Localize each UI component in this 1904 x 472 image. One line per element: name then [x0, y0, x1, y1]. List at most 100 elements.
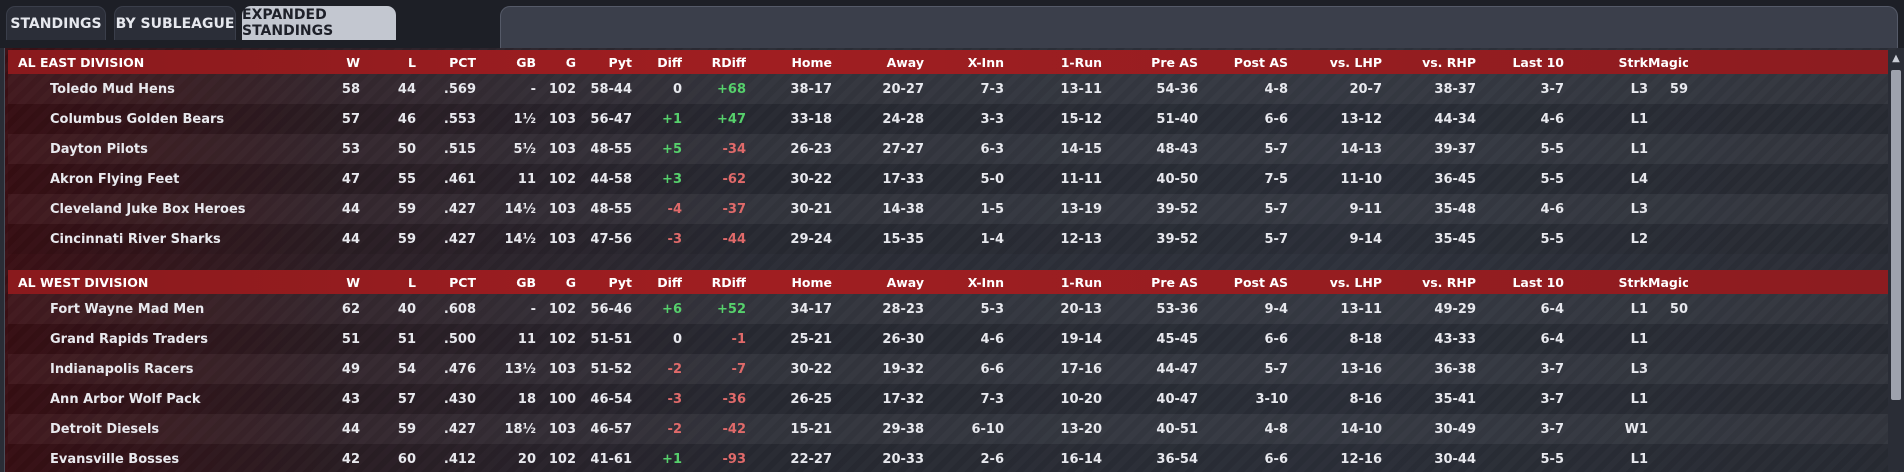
table-row[interactable]: Ann Arbor Wolf Pack 43 57 .430 18 100 46-54 -3 -… [8, 384, 1888, 414]
tab-by-subleague[interactable]: BY SUBLEAGUE [114, 6, 236, 40]
cell-vsrhp: 36-45 [1434, 171, 1476, 187]
table-row[interactable]: Evansville Bosses 42 60 .412 20 102 41-61 +1 -93… [8, 444, 1888, 472]
cell-rdiff: -44 [722, 231, 747, 247]
column-header[interactable]: Last 10 [1512, 54, 1564, 70]
team-name[interactable]: Grand Rapids Traders [50, 331, 208, 347]
tab-expanded-standings[interactable]: EXPANDED STANDINGS [242, 6, 396, 40]
cell-strk: L1 [1630, 331, 1648, 347]
team-name[interactable]: Evansville Bosses [50, 451, 180, 467]
column-header[interactable]: G [565, 274, 576, 290]
cell-g: 103 [548, 231, 576, 247]
column-header[interactable]: RDiff [711, 54, 746, 70]
team-name[interactable]: Indianapolis Racers [50, 361, 194, 377]
cell-magic [1648, 354, 1688, 384]
cell-rdiff: +47 [717, 111, 746, 127]
cell-pyt: 44-58 [590, 171, 632, 187]
column-header[interactable]: Last 10 [1512, 274, 1564, 290]
team-name[interactable]: Detroit Diesels [50, 421, 160, 437]
cell-diff: -3 [667, 231, 682, 247]
scroll-up-icon[interactable]: ▲ [1892, 53, 1900, 64]
column-header[interactable]: GB [516, 274, 536, 290]
column-header[interactable]: PCT [449, 274, 476, 290]
table-row[interactable]: Columbus Golden Bears 57 46 .553 1½ 103 56-47 +… [8, 104, 1888, 134]
column-header[interactable]: GB [516, 54, 536, 70]
column-header[interactable]: Magic# [1648, 54, 1688, 70]
table-row[interactable]: Cleveland Juke Box Heroes 44 59 .427 14½ 103 4… [8, 194, 1888, 224]
team-name[interactable]: Columbus Golden Bears [50, 111, 225, 127]
cell-rdiff: -42 [722, 421, 747, 437]
scroll-thumb[interactable] [1891, 70, 1901, 400]
table-row[interactable]: Grand Rapids Traders 51 51 .500 11 102 51-51 0 -… [8, 324, 1888, 354]
column-header[interactable]: Pyt [608, 54, 632, 70]
column-header[interactable]: 1-Run [1060, 274, 1102, 290]
team-name[interactable]: Ann Arbor Wolf Pack [50, 391, 201, 407]
team-name[interactable]: Cleveland Juke Box Heroes [50, 201, 246, 217]
table-row[interactable]: Fort Wayne Mad Men 62 40 .608 -102 56-46 +6 +52… [8, 294, 1888, 324]
cell-onerun: 20-13 [1060, 301, 1102, 317]
vertical-scrollbar[interactable]: ▲ [1888, 50, 1904, 470]
column-header[interactable]: L [408, 274, 416, 290]
column-header[interactable]: Pyt [608, 274, 632, 290]
team-name[interactable]: Dayton Pilots [50, 141, 148, 157]
cell-away: 20-27 [882, 81, 924, 97]
cell-postas: 6-6 [1264, 111, 1289, 127]
tab-standings[interactable]: STANDINGS [6, 6, 106, 40]
table-row[interactable]: Akron Flying Feet 47 55 .461 11 102 44-58 +3 -62… [8, 164, 1888, 194]
team-name[interactable]: Akron Flying Feet [50, 171, 180, 187]
column-header[interactable]: G [565, 54, 576, 70]
table-row[interactable]: Cincinnati River Sharks 44 59 .427 14½ 103 47-… [8, 224, 1888, 254]
column-header[interactable]: W [346, 274, 360, 290]
cell-l: 59 [397, 231, 416, 247]
table-row[interactable]: Toledo Mud Hens 58 44 .569 -102 58-44 0 +68 38-1… [8, 74, 1888, 104]
column-header[interactable]: Pre AS [1151, 274, 1198, 290]
cell-xinn: 4-6 [980, 331, 1005, 347]
column-header[interactable]: Magic# [1648, 274, 1688, 290]
cell-home: 15-21 [790, 421, 832, 437]
column-header[interactable]: L [408, 54, 416, 70]
column-header[interactable]: vs. RHP [1422, 274, 1476, 290]
division-spacer [8, 254, 1888, 270]
column-header[interactable]: PCT [449, 54, 476, 70]
cell-pct: .553 [443, 111, 476, 127]
column-header[interactable]: Home [791, 274, 832, 290]
cell-preas: 51-40 [1156, 111, 1198, 127]
cell-away: 20-33 [882, 451, 924, 467]
cell-strk: L1 [1630, 141, 1648, 157]
cell-onerun: 13-11 [1060, 81, 1102, 97]
cell-w: 47 [341, 171, 360, 187]
table-row[interactable]: Indianapolis Racers 49 54 .476 13½ 103 51-52 -2… [8, 354, 1888, 384]
column-header[interactable]: Strk [1618, 274, 1648, 290]
cell-vslhp: 12-16 [1340, 451, 1382, 467]
team-name[interactable]: Cincinnati River Sharks [50, 231, 221, 247]
column-header[interactable]: Diff [657, 274, 682, 290]
cell-l: 44 [397, 81, 416, 97]
column-header[interactable]: vs. LHP [1329, 54, 1382, 70]
column-header[interactable]: 1-Run [1060, 54, 1102, 70]
column-header[interactable]: X-Inn [967, 274, 1004, 290]
team-name[interactable]: Toledo Mud Hens [50, 81, 175, 97]
column-header[interactable]: Away [886, 54, 924, 70]
column-header[interactable]: Away [886, 274, 924, 290]
team-name[interactable]: Fort Wayne Mad Men [50, 301, 205, 317]
column-header[interactable]: Post AS [1233, 54, 1288, 70]
column-header[interactable]: W [346, 54, 360, 70]
cell-strk: L3 [1630, 201, 1648, 217]
column-header[interactable]: vs. RHP [1422, 54, 1476, 70]
table-row[interactable]: Dayton Pilots 53 50 .515 5½ 103 48-55 +5 -34 26-2… [8, 134, 1888, 164]
column-header[interactable]: Home [791, 54, 832, 70]
table-row[interactable]: Detroit Diesels 44 59 .427 18½ 103 46-57 -2 -42 1… [8, 414, 1888, 444]
cell-last10: 3-7 [1540, 81, 1565, 97]
cell-away: 14-38 [882, 201, 924, 217]
cell-diff: +6 [662, 301, 682, 317]
column-header[interactable]: X-Inn [967, 54, 1004, 70]
column-header[interactable]: Diff [657, 54, 682, 70]
cell-postas: 4-8 [1264, 421, 1289, 437]
column-header[interactable]: Strk [1618, 54, 1648, 70]
column-header[interactable]: Post AS [1233, 274, 1288, 290]
column-header[interactable]: Pre AS [1151, 54, 1198, 70]
cell-gb: 11 [517, 331, 536, 347]
column-header[interactable]: RDiff [711, 274, 746, 290]
column-header[interactable]: vs. LHP [1329, 274, 1382, 290]
cell-last10: 5-5 [1540, 141, 1565, 157]
cell-xinn: 1-5 [980, 201, 1005, 217]
